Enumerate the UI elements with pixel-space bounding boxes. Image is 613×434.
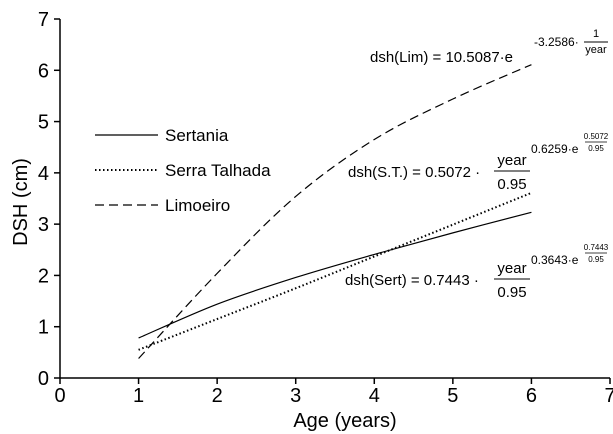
y-tick-label: 0 (38, 368, 49, 390)
equation-st-frac-den: 0.95 (497, 176, 526, 193)
x-tick-label: 6 (526, 385, 537, 407)
equation-lim-frac-num: 1 (593, 28, 599, 40)
x-tick-label: 7 (604, 385, 613, 407)
equation-limoeiro: dsh(Lim) = 10.5087·e -3.2586· 1 year (370, 28, 608, 66)
equation-lim-frac-den: year (585, 44, 607, 56)
series-line-sertania (138, 211, 532, 339)
equation-serra-talhada: dsh(S.T.) = 0.5072 · year 0.95 0.6259·e … (348, 132, 609, 193)
x-tick-label: 2 (212, 385, 223, 407)
equation-sert-lhs: dsh(Sert) = 0.7443 · (345, 272, 479, 289)
equation-sert-exponent: 0.3643·e (531, 253, 579, 267)
y-tick-label: 4 (38, 163, 49, 185)
y-tick-label: 6 (38, 60, 49, 82)
equation-st-exp-num: 0.5072 (584, 132, 609, 141)
equation-sert-exp-den: 0.95 (588, 255, 604, 264)
equation-sert-exp-num: 0.7443 (584, 243, 609, 252)
equation-sertania: dsh(Sert) = 0.7443 · year 0.95 0.3643·e … (345, 243, 609, 301)
equation-st-exponent: 0.6259·e (531, 142, 579, 156)
y-tick-label: 7 (38, 9, 49, 31)
equation-st-frac-num: year (497, 152, 526, 169)
x-tick-label: 1 (133, 385, 144, 407)
equation-sert-frac-num: year (497, 260, 526, 277)
x-tick-label: 3 (290, 385, 301, 407)
y-tick-label: 3 (38, 214, 49, 236)
equation-st-lhs: dsh(S.T.) = 0.5072 · (348, 164, 480, 181)
y-axis-title: DSH (cm) (10, 158, 32, 246)
x-tick-label: 0 (54, 385, 65, 407)
x-tick-label: 5 (447, 385, 458, 407)
equation-lim-exponent: -3.2586· (534, 35, 579, 49)
y-tick-label: 5 (38, 112, 49, 134)
legend-label-limoeiro: Limoeiro (165, 196, 230, 215)
equation-st-exp-den: 0.95 (588, 144, 604, 153)
y-tick-label: 2 (38, 265, 49, 287)
series-layer (138, 64, 532, 359)
x-tick-label: 4 (369, 385, 380, 407)
y-tick-label: 1 (38, 317, 49, 339)
tick-group: 0 1 2 3 4 5 6 7 0 1 2 3 4 5 6 7 (38, 9, 613, 407)
equation-sert-frac-den: 0.95 (497, 284, 526, 301)
x-axis-title: Age (years) (293, 410, 396, 432)
legend-label-sertania: Sertania (165, 126, 229, 145)
equation-lim-lhs: dsh(Lim) = 10.5087·e (370, 49, 513, 66)
legend-label-serra-talhada: Serra Talhada (165, 161, 271, 180)
legend: Sertania Serra Talhada Limoeiro (95, 126, 271, 215)
